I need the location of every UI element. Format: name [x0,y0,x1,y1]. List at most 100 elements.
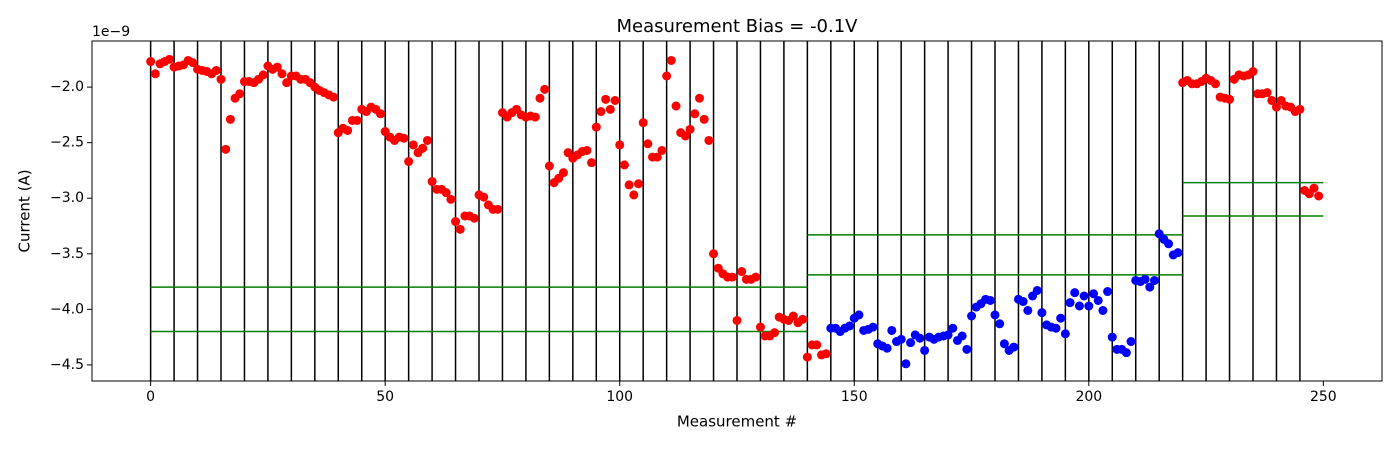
plot-frame [91,40,1383,382]
point [887,325,897,335]
point [225,114,235,124]
point [882,343,892,353]
y-tick-label: −3.0 [50,190,84,206]
point [1098,305,1108,315]
point [404,157,414,167]
point [1051,323,1061,333]
x-tick-label: 250 [1310,389,1337,405]
point [530,112,540,122]
point [1295,104,1305,114]
point [1074,301,1084,311]
point [1173,248,1183,258]
point [657,145,667,155]
point [868,322,878,332]
point [990,310,1000,320]
point [427,177,437,187]
point [798,314,808,324]
point [375,109,385,119]
x-tick-label: 200 [1075,389,1102,405]
point [605,104,615,114]
point [1060,329,1070,339]
point [615,140,625,150]
point [957,331,967,341]
point [1018,297,1028,307]
point [258,70,268,80]
point [1140,274,1150,284]
point [1107,332,1117,342]
point [1056,313,1066,323]
point [662,71,672,81]
point [1309,183,1319,193]
x-tick-label: 150 [841,389,868,405]
point [680,131,690,141]
point [821,349,831,359]
point [690,109,700,119]
point [540,84,550,94]
point [699,114,709,124]
point [1126,337,1136,347]
point [709,249,719,259]
y-axis-label: Current (A) [16,169,34,252]
point [854,310,864,320]
point [610,95,620,105]
point [441,188,451,198]
point [1093,295,1103,305]
point [422,135,432,145]
point [845,321,855,331]
point [146,57,156,67]
point [329,92,339,102]
x-axis-label: Measurement # [677,413,797,431]
point [666,55,676,65]
point [643,139,653,149]
y-tick-label: −2.5 [50,135,84,151]
point [1032,285,1042,295]
point [535,93,545,103]
point [221,144,231,154]
point [638,118,648,128]
point [455,224,465,234]
point [558,168,568,178]
point [737,267,747,277]
point [1089,289,1099,299]
point [1065,298,1075,308]
x-tick-label: 0 [146,389,155,405]
y-tick-label: −2.0 [50,79,84,95]
point [694,93,704,103]
point [601,94,611,104]
point [235,89,245,99]
point [1248,67,1258,77]
point [469,213,479,223]
point [985,295,995,305]
point [596,107,606,117]
point [418,143,428,153]
point [1267,95,1277,105]
point [1037,308,1047,318]
point [1009,342,1019,352]
point [1079,291,1089,301]
point [1145,282,1155,292]
point [995,319,1005,329]
point [272,62,282,72]
point [343,125,353,135]
point [619,160,629,170]
y-offset-text: 1e−9 [92,24,130,40]
point [915,333,925,343]
point [901,359,911,369]
point [408,140,418,150]
point [1314,191,1324,201]
point [587,158,597,168]
point [732,315,742,325]
point [943,330,953,340]
point [1225,94,1235,104]
point [962,344,972,354]
point [896,334,906,344]
point [948,323,958,333]
point [920,345,930,355]
point [446,194,456,204]
point [624,180,634,190]
point [451,217,461,227]
point [282,78,292,88]
point [1262,88,1272,98]
